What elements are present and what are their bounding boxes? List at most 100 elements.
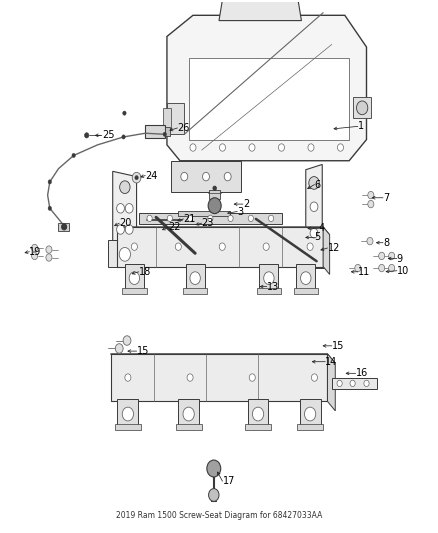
Circle shape xyxy=(202,172,209,181)
Circle shape xyxy=(119,247,131,261)
Circle shape xyxy=(378,264,385,272)
Circle shape xyxy=(131,243,138,251)
Text: 20: 20 xyxy=(119,218,131,228)
Text: 13: 13 xyxy=(267,281,279,292)
Circle shape xyxy=(183,407,194,421)
Bar xyxy=(332,377,378,389)
Text: 1: 1 xyxy=(358,122,364,131)
Circle shape xyxy=(163,132,166,136)
Circle shape xyxy=(308,144,314,151)
Text: 8: 8 xyxy=(383,238,389,248)
Polygon shape xyxy=(306,165,322,246)
Bar xyxy=(171,161,241,192)
Circle shape xyxy=(181,172,188,181)
Text: 12: 12 xyxy=(328,243,340,253)
Circle shape xyxy=(175,243,181,251)
Circle shape xyxy=(311,374,318,381)
Bar xyxy=(183,288,207,294)
Circle shape xyxy=(304,407,316,421)
Bar xyxy=(145,125,165,138)
Circle shape xyxy=(117,225,124,234)
Circle shape xyxy=(117,204,124,213)
Text: 2: 2 xyxy=(243,199,249,209)
Circle shape xyxy=(187,215,193,222)
Circle shape xyxy=(208,198,221,214)
Polygon shape xyxy=(117,227,330,235)
Circle shape xyxy=(46,254,52,261)
Circle shape xyxy=(187,374,193,381)
Bar xyxy=(125,264,144,290)
Circle shape xyxy=(350,380,355,386)
Circle shape xyxy=(213,186,216,190)
Circle shape xyxy=(48,206,52,211)
Circle shape xyxy=(72,154,75,158)
Circle shape xyxy=(248,215,254,222)
Polygon shape xyxy=(328,354,335,411)
Polygon shape xyxy=(167,15,367,161)
Circle shape xyxy=(63,225,67,229)
Bar xyxy=(296,264,315,290)
Bar xyxy=(115,424,141,431)
Text: 24: 24 xyxy=(145,171,158,181)
Polygon shape xyxy=(219,0,301,21)
Circle shape xyxy=(32,244,38,252)
Circle shape xyxy=(125,374,131,381)
Circle shape xyxy=(208,489,219,502)
Circle shape xyxy=(167,215,173,222)
Circle shape xyxy=(123,336,131,345)
Circle shape xyxy=(300,272,311,285)
Text: 6: 6 xyxy=(314,180,321,190)
Text: 10: 10 xyxy=(397,266,409,276)
Bar xyxy=(165,127,170,136)
Bar xyxy=(167,102,184,134)
Bar xyxy=(247,399,268,427)
Bar xyxy=(117,227,323,266)
Text: 21: 21 xyxy=(184,214,196,224)
Bar xyxy=(59,223,69,231)
Circle shape xyxy=(268,215,274,222)
Text: 4: 4 xyxy=(319,223,325,233)
Bar xyxy=(189,58,349,140)
Circle shape xyxy=(123,111,126,115)
Circle shape xyxy=(125,225,133,234)
Text: 25: 25 xyxy=(102,131,114,140)
Bar xyxy=(110,354,328,401)
Bar xyxy=(259,264,279,290)
Bar xyxy=(178,211,230,216)
Circle shape xyxy=(190,272,200,285)
Text: 26: 26 xyxy=(177,123,190,133)
Bar xyxy=(176,424,201,431)
Bar xyxy=(245,424,271,431)
Bar xyxy=(257,288,281,294)
Bar xyxy=(162,108,171,129)
Circle shape xyxy=(337,144,343,151)
Bar xyxy=(108,240,141,266)
Bar xyxy=(122,288,147,294)
Bar xyxy=(209,190,220,199)
Text: 17: 17 xyxy=(223,476,235,486)
Circle shape xyxy=(132,172,141,183)
Circle shape xyxy=(228,215,233,222)
Text: 11: 11 xyxy=(358,267,370,277)
Bar xyxy=(178,399,199,427)
Circle shape xyxy=(125,204,133,213)
Circle shape xyxy=(368,191,374,199)
Circle shape xyxy=(263,243,269,251)
Circle shape xyxy=(378,252,385,260)
Polygon shape xyxy=(323,227,330,274)
Circle shape xyxy=(307,243,313,251)
Circle shape xyxy=(355,264,361,272)
Circle shape xyxy=(129,272,140,285)
Text: 23: 23 xyxy=(201,218,214,228)
Circle shape xyxy=(389,264,395,272)
Circle shape xyxy=(389,252,395,260)
Circle shape xyxy=(147,215,152,222)
Text: 7: 7 xyxy=(383,193,389,203)
Circle shape xyxy=(61,224,67,230)
Circle shape xyxy=(115,344,123,353)
Bar xyxy=(293,288,318,294)
Circle shape xyxy=(249,144,255,151)
Bar xyxy=(300,399,321,427)
Circle shape xyxy=(48,180,52,184)
Circle shape xyxy=(249,374,255,381)
